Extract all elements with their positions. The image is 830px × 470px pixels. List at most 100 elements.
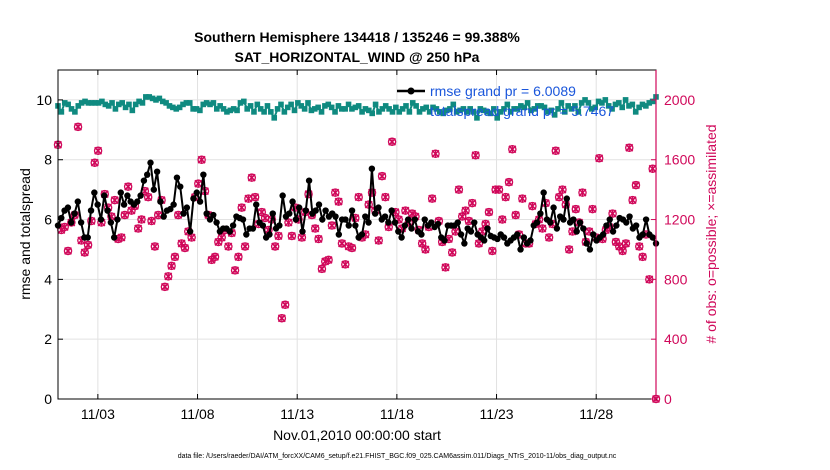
totalspread-point xyxy=(386,106,392,112)
obs-assimilated-point xyxy=(441,263,450,272)
obs-assimilated-point xyxy=(261,214,270,223)
totalspread-point xyxy=(585,100,592,106)
obs-assimilated-point xyxy=(571,205,580,214)
totalspread-point xyxy=(558,100,565,106)
obs-assimilated-point xyxy=(471,151,480,160)
totalspread-point xyxy=(355,103,362,109)
obs-assimilated-point xyxy=(251,193,260,202)
totalspread-point xyxy=(213,106,220,112)
rmse-point xyxy=(411,216,419,223)
totalspread-point xyxy=(254,101,261,108)
totalspread-point xyxy=(261,109,267,115)
obs-assimilated-point xyxy=(501,193,510,202)
totalspread-point xyxy=(291,107,298,114)
obs-assimilated-point xyxy=(137,215,146,224)
obs-assimilated-point xyxy=(588,205,597,214)
rmse-point xyxy=(398,234,405,241)
totalspread-point xyxy=(241,98,247,105)
rmse-point xyxy=(401,222,409,229)
rmse-point xyxy=(64,204,72,211)
rmse-point xyxy=(276,222,283,229)
totalspread-point xyxy=(301,106,308,112)
obs-assimilated-point xyxy=(638,252,647,261)
obs-assimilated-point xyxy=(421,245,430,254)
totalspread-point xyxy=(406,109,413,115)
rmse-point xyxy=(110,234,118,241)
rmse-point xyxy=(533,219,541,226)
totalspread-point xyxy=(436,109,443,115)
totalspread-point xyxy=(426,109,433,115)
obs-assimilated-point xyxy=(618,246,627,255)
totalspread-point xyxy=(271,115,278,121)
totalspread-point xyxy=(288,101,294,108)
rmse-point xyxy=(249,225,257,232)
totalspread-point xyxy=(423,104,430,111)
rmse-point xyxy=(461,240,468,247)
totalspread-point xyxy=(180,101,186,108)
rmse-point xyxy=(226,228,234,235)
y-right-tick-label: 0 xyxy=(664,391,672,407)
totalspread-point xyxy=(183,100,190,106)
totalspread-point xyxy=(210,100,217,106)
rmse-point xyxy=(137,192,144,199)
totalspread-point xyxy=(95,100,102,106)
totalspread-point xyxy=(474,115,480,121)
y-left-tick-label: 6 xyxy=(44,212,52,228)
rmse-point xyxy=(395,228,402,235)
obs-assimilated-point xyxy=(464,217,473,226)
y-left-tick-label: 8 xyxy=(44,152,52,168)
totalspread-point xyxy=(531,106,538,112)
obs-assimilated-point xyxy=(354,193,363,202)
totalspread-point xyxy=(497,109,504,115)
obs-assimilated-point xyxy=(645,275,654,284)
rmse-point xyxy=(586,246,594,253)
rmse-point xyxy=(467,228,475,235)
rmse-point xyxy=(368,165,376,172)
y-axis-right-label: # of obs: o=possible; ×=assimilated xyxy=(703,124,719,343)
rmse-point xyxy=(391,219,399,226)
totalspread-point xyxy=(318,109,325,115)
totalspread-point xyxy=(112,106,119,112)
totalspread-point xyxy=(595,98,602,105)
rmse-point xyxy=(177,183,184,190)
totalspread-point xyxy=(376,109,382,115)
totalspread-point xyxy=(538,103,544,109)
obs-assimilated-point xyxy=(631,181,640,190)
obs-assimilated-point xyxy=(247,173,256,182)
rmse-point xyxy=(560,216,567,223)
rmse-point xyxy=(114,216,121,223)
totalspread-point xyxy=(565,103,571,109)
totalspread-point xyxy=(119,100,125,106)
obs-assimilated-point xyxy=(297,233,306,242)
obs-assimilated-point xyxy=(160,282,169,291)
totalspread-point xyxy=(308,107,315,114)
obs-assimilated-point xyxy=(331,188,340,197)
rmse-point xyxy=(494,235,501,243)
totalspread-point xyxy=(315,104,321,111)
totalspread-point xyxy=(220,106,227,112)
rmse-point xyxy=(362,213,369,220)
totalspread-point xyxy=(366,107,372,114)
obs-assimilated-point xyxy=(558,185,567,194)
totalspread-point xyxy=(251,109,257,115)
obs-assimilated-point xyxy=(311,224,320,233)
rmse-point xyxy=(101,192,108,199)
totalspread-point xyxy=(382,103,389,109)
totalspread-point xyxy=(393,104,399,111)
obs-assimilated-point xyxy=(314,234,323,243)
rmse-point xyxy=(210,211,217,219)
totalspread-point xyxy=(561,109,568,115)
totalspread-point xyxy=(224,109,230,115)
rmse-point xyxy=(537,210,544,217)
totalspread-point xyxy=(298,103,305,109)
y-left-tick-label: 10 xyxy=(36,92,52,108)
totalspread-point xyxy=(629,101,636,108)
rmse-line xyxy=(57,162,657,253)
obs-assimilated-point xyxy=(448,248,457,257)
rmse-point xyxy=(500,234,508,241)
obs-assimilated-point xyxy=(224,242,233,251)
obs-assimilated-point xyxy=(60,223,69,232)
totalspread-point xyxy=(369,110,376,117)
obs-assimilated-point xyxy=(281,300,290,309)
